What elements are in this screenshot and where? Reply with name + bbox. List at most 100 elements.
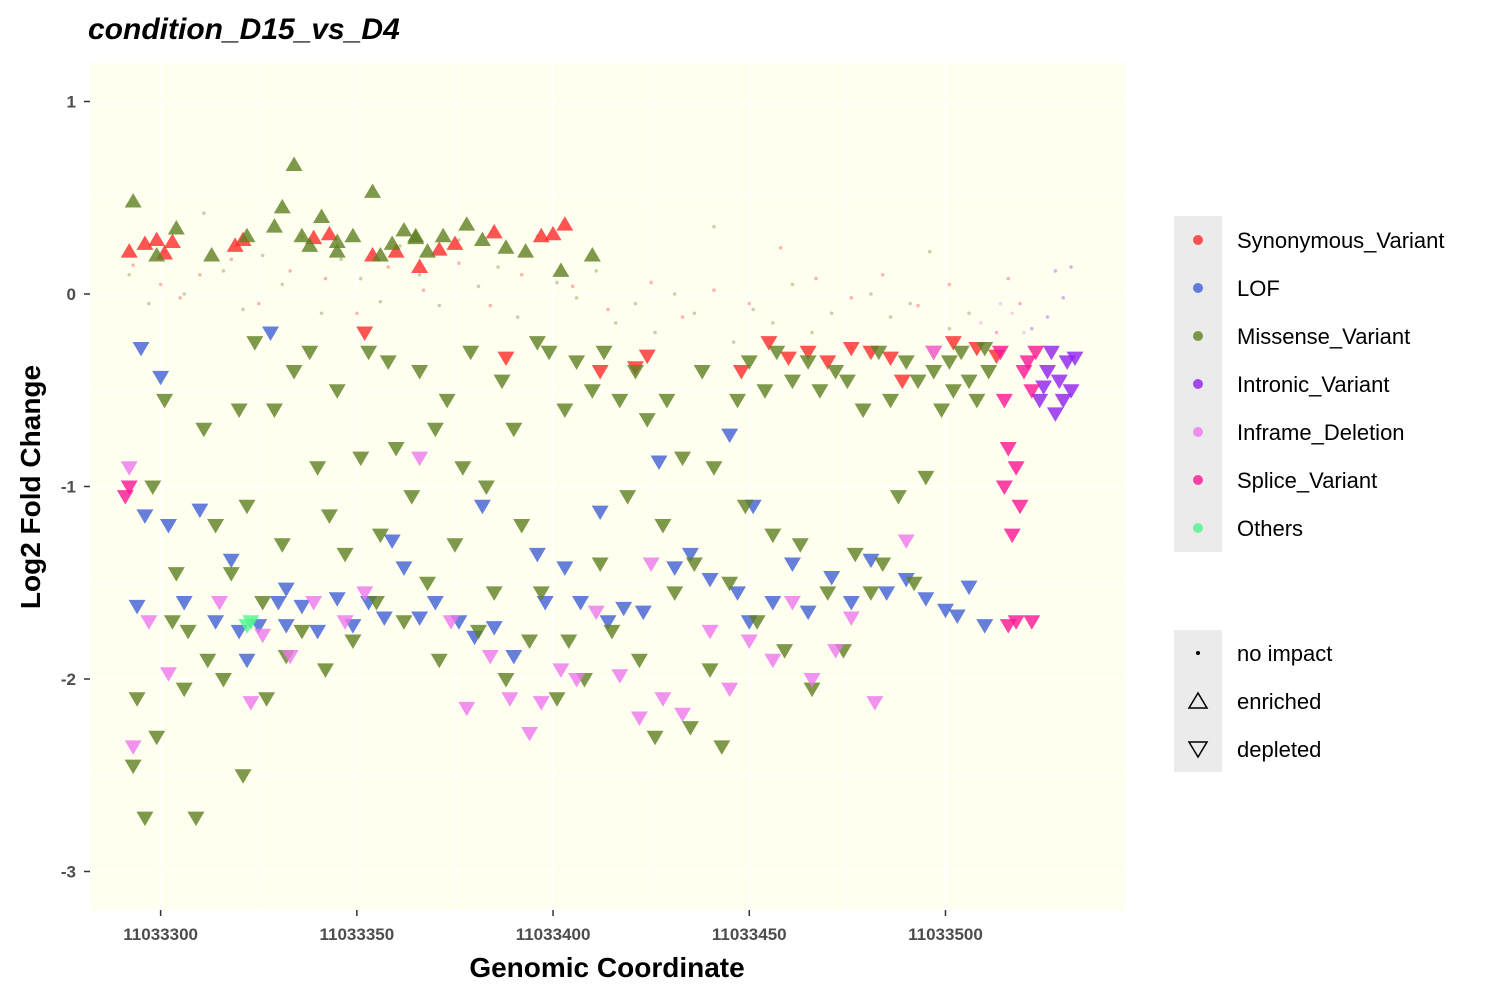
point-missense-variant-no-impact — [437, 303, 442, 308]
point-synonymous-variant-enriched — [136, 235, 154, 250]
point-missense-variant-depleted — [595, 345, 613, 361]
point-lof-depleted — [222, 553, 240, 569]
point-missense-variant-enriched — [293, 227, 311, 243]
point-missense-variant-depleted — [156, 393, 174, 409]
point-synonymous-variant-depleted — [819, 355, 837, 370]
point-missense-variant-no-impact — [653, 330, 657, 335]
point-lof-depleted — [862, 553, 880, 569]
point-lof-depleted — [528, 547, 546, 563]
point-missense-variant-depleted — [316, 663, 334, 678]
point-missense-variant-depleted — [940, 355, 958, 370]
legend-label: LOF — [1237, 276, 1280, 301]
point-intronic-variant-depleted — [1066, 351, 1084, 367]
point-splice-variant-no-impact — [1018, 301, 1022, 306]
point-inframe-deletion-depleted — [721, 682, 739, 698]
point-synonymous-variant-enriched — [411, 258, 429, 273]
point-splice-variant-depleted — [1019, 355, 1037, 370]
point-missense-variant-depleted — [187, 811, 205, 827]
point-synonymous-variant-no-impact — [849, 296, 854, 300]
point-splice-variant-depleted — [1023, 615, 1041, 630]
point-missense-variant-depleted — [591, 557, 609, 572]
point-lof-depleted — [823, 571, 841, 586]
point-splice-variant-no-impact — [994, 330, 999, 335]
point-inframe-deletion-depleted — [674, 707, 692, 723]
point-missense-variant-enriched — [434, 227, 452, 243]
point-missense-variant-enriched — [458, 216, 476, 231]
point-lof-depleted — [277, 619, 295, 634]
point-missense-variant-enriched — [285, 156, 303, 171]
point-missense-variant-depleted — [740, 355, 758, 370]
point-lof-depleted — [411, 611, 429, 626]
point-missense-variant-depleted — [265, 403, 283, 418]
point-missense-variant-enriched — [238, 227, 256, 243]
point-missense-variant-enriched — [371, 247, 389, 262]
y-tick-label: 1 — [67, 93, 76, 112]
legend-swatch — [1193, 283, 1203, 293]
point-lof-depleted — [152, 370, 170, 386]
point-inframe-deletion-depleted — [481, 649, 499, 665]
point-missense-variant-depleted — [705, 461, 723, 476]
point-synonymous-variant-enriched — [226, 237, 244, 252]
point-missense-variant-no-impact — [260, 253, 265, 258]
point-missense-variant-depleted — [167, 567, 185, 582]
point-lof-depleted — [960, 580, 978, 596]
point-missense-variant-depleted — [540, 345, 558, 361]
point-missense-variant-no-impact — [908, 301, 912, 306]
point-missense-variant-depleted — [658, 393, 676, 409]
point-synonymous-variant-no-impact — [916, 303, 920, 308]
point-intronic-variant-depleted — [1039, 365, 1057, 380]
point-synonymous-variant-depleted — [799, 345, 817, 361]
x-tick-label: 11033500 — [908, 925, 983, 944]
point-missense-variant-depleted — [493, 374, 511, 390]
point-missense-variant-depleted — [646, 730, 664, 746]
point-missense-variant-depleted — [505, 422, 523, 438]
point-missense-variant-depleted — [811, 384, 829, 399]
point-missense-variant-depleted — [497, 673, 515, 688]
point-missense-variant-depleted — [874, 557, 892, 572]
point-inframe-deletion-depleted — [521, 726, 539, 742]
point-synonymous-variant-enriched — [148, 231, 166, 247]
point-missense-variant-depleted — [568, 355, 586, 370]
point-synonymous-variant-no-impact — [606, 307, 610, 312]
point-missense-variant-depleted — [477, 480, 495, 495]
point-missense-variant-enriched — [552, 262, 570, 277]
point-lof-depleted — [136, 509, 154, 524]
point-missense-variant-depleted — [889, 490, 907, 505]
point-synonymous-variant-enriched — [430, 241, 448, 256]
point-missense-variant-depleted — [136, 811, 154, 827]
point-lof-depleted — [783, 557, 801, 572]
point-missense-variant-no-impact — [241, 307, 245, 312]
point-inframe-deletion-depleted — [827, 644, 845, 659]
point-missense-variant-depleted — [320, 509, 338, 524]
point-missense-variant-no-impact — [476, 284, 481, 289]
point-missense-variant-depleted — [163, 615, 181, 630]
point-splice-variant-depleted — [120, 480, 138, 495]
point-missense-variant-depleted — [513, 519, 531, 534]
point-lof-depleted — [599, 615, 617, 630]
point-missense-variant-depleted — [882, 393, 900, 409]
point-synonymous-variant-depleted — [356, 326, 374, 341]
point-lof-depleted — [207, 615, 225, 630]
point-missense-variant-depleted — [654, 519, 672, 534]
point-missense-variant-enriched — [418, 243, 436, 258]
point-synonymous-variant-no-impact — [488, 303, 493, 308]
point-missense-variant-enriched — [301, 237, 319, 252]
point-lof-depleted — [191, 503, 209, 519]
point-lof-depleted — [897, 572, 915, 588]
point-missense-variant-depleted — [729, 393, 746, 409]
point-missense-variant-depleted — [124, 759, 142, 775]
point-inframe-deletion-depleted — [630, 711, 648, 726]
x-axis-title: Genomic Coordinate — [469, 952, 744, 983]
point-synonymous-variant-depleted — [638, 349, 656, 365]
point-synonymous-variant-depleted — [780, 351, 798, 367]
point-inframe-deletion-depleted — [120, 461, 138, 476]
point-missense-variant-depleted — [626, 365, 644, 380]
point-others-depleted — [242, 615, 260, 630]
point-splice-variant-depleted — [1003, 528, 1021, 544]
point-missense-variant-enriched — [407, 229, 425, 245]
point-splice-variant-depleted — [999, 442, 1017, 457]
point-missense-variant-no-impact — [731, 340, 736, 344]
point-missense-variant-depleted — [528, 336, 546, 351]
point-missense-variant-depleted — [799, 355, 817, 370]
